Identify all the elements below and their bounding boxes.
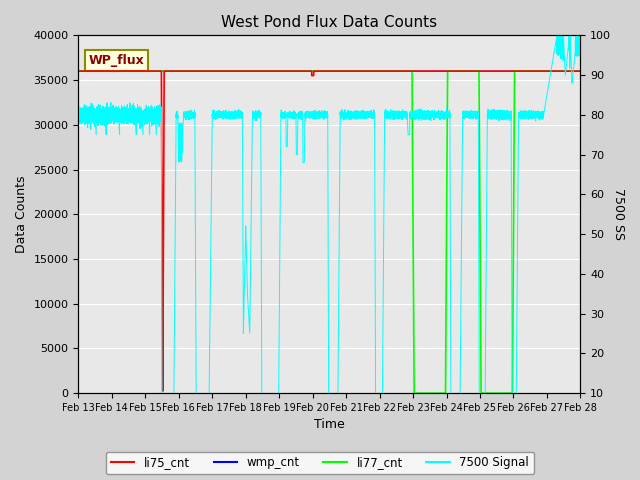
Y-axis label: Data Counts: Data Counts [15, 176, 28, 253]
Text: WP_flux: WP_flux [88, 54, 144, 67]
X-axis label: Time: Time [314, 419, 345, 432]
Legend: li75_cnt, wmp_cnt, li77_cnt, 7500 Signal: li75_cnt, wmp_cnt, li77_cnt, 7500 Signal [106, 452, 534, 474]
Y-axis label: 7500 SS: 7500 SS [612, 188, 625, 240]
Title: West Pond Flux Data Counts: West Pond Flux Data Counts [221, 15, 438, 30]
